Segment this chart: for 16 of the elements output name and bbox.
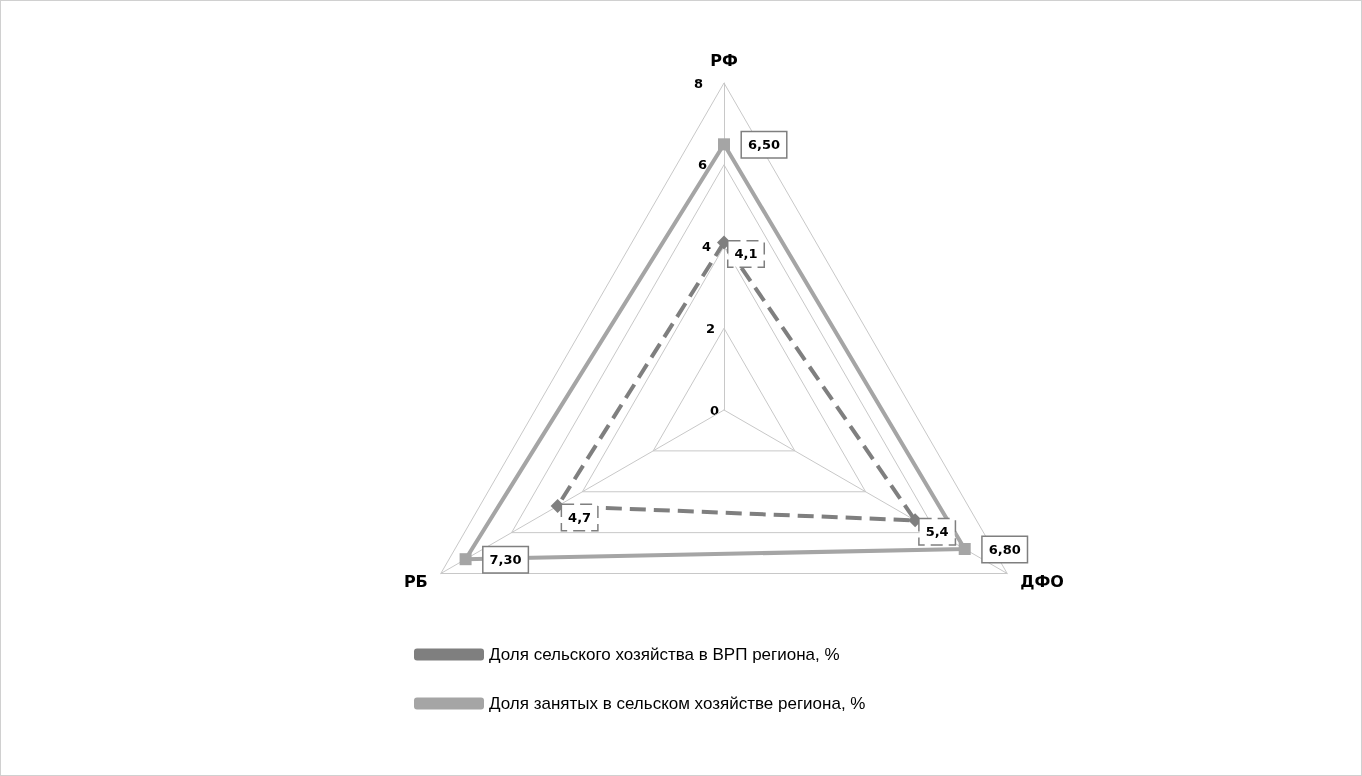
legend-label: Доля занятых в сельском хозяйстве региона, % — [489, 694, 866, 713]
spoke-label: РФ — [710, 50, 738, 70]
y-tick-label: 8 — [693, 75, 703, 91]
spoke-label: ДФО — [1020, 571, 1064, 591]
data-label: 7,30 — [489, 552, 522, 568]
data-label: 5,4 — [925, 524, 949, 540]
y-tick-label: 4 — [701, 239, 711, 254]
data-label: 6,80 — [988, 541, 1021, 557]
y-tick-label: 0 — [709, 402, 719, 418]
data-label: 4,7 — [568, 510, 592, 526]
data-label: 6,50 — [747, 137, 781, 153]
spoke-label: РБ — [403, 571, 428, 591]
legend-label: Доля сельского хозяйства в ВРП региона, % — [489, 645, 840, 664]
data-label: 4,1 — [734, 246, 758, 262]
y-tick-label: 2 — [705, 320, 715, 336]
y-tick-label: 6 — [697, 157, 707, 173]
